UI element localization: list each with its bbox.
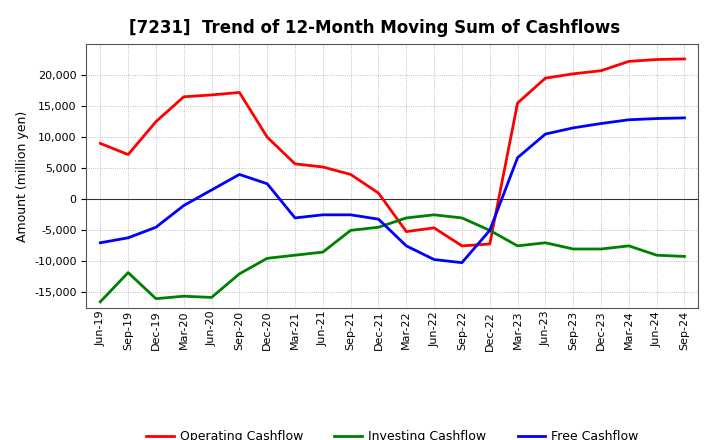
Free Cashflow — [597, 121, 606, 126]
Free Cashflow — [124, 235, 132, 240]
Investing Cashflow — [96, 299, 104, 304]
Operating Cashflow — [597, 68, 606, 73]
Operating Cashflow — [569, 71, 577, 77]
Free Cashflow — [374, 216, 383, 222]
Operating Cashflow — [96, 141, 104, 146]
Free Cashflow — [318, 212, 327, 217]
Free Cashflow — [458, 260, 467, 265]
Free Cashflow — [513, 155, 522, 160]
Operating Cashflow — [485, 242, 494, 247]
Operating Cashflow — [179, 94, 188, 99]
Investing Cashflow — [541, 240, 550, 246]
Investing Cashflow — [513, 243, 522, 249]
Line: Investing Cashflow: Investing Cashflow — [100, 215, 685, 302]
Y-axis label: Amount (million yen): Amount (million yen) — [16, 110, 29, 242]
Operating Cashflow — [235, 90, 243, 95]
Free Cashflow — [96, 240, 104, 246]
Operating Cashflow — [680, 56, 689, 62]
Investing Cashflow — [402, 215, 410, 220]
Free Cashflow — [569, 125, 577, 131]
Investing Cashflow — [263, 256, 271, 261]
Operating Cashflow — [152, 119, 161, 124]
Free Cashflow — [541, 132, 550, 137]
Operating Cashflow — [652, 57, 661, 62]
Free Cashflow — [235, 172, 243, 177]
Free Cashflow — [346, 212, 355, 217]
Operating Cashflow — [318, 165, 327, 170]
Operating Cashflow — [346, 172, 355, 177]
Investing Cashflow — [207, 295, 216, 300]
Operating Cashflow — [513, 100, 522, 106]
Investing Cashflow — [346, 228, 355, 233]
Legend: Operating Cashflow, Investing Cashflow, Free Cashflow: Operating Cashflow, Investing Cashflow, … — [141, 425, 644, 440]
Free Cashflow — [402, 243, 410, 249]
Free Cashflow — [430, 257, 438, 262]
Investing Cashflow — [235, 271, 243, 276]
Investing Cashflow — [179, 293, 188, 299]
Investing Cashflow — [152, 296, 161, 301]
Operating Cashflow — [624, 59, 633, 64]
Operating Cashflow — [263, 135, 271, 140]
Free Cashflow — [624, 117, 633, 122]
Investing Cashflow — [458, 215, 467, 220]
Investing Cashflow — [485, 228, 494, 233]
Free Cashflow — [179, 203, 188, 208]
Operating Cashflow — [402, 229, 410, 234]
Free Cashflow — [152, 224, 161, 230]
Operating Cashflow — [207, 92, 216, 98]
Free Cashflow — [652, 116, 661, 121]
Investing Cashflow — [124, 270, 132, 275]
Investing Cashflow — [374, 224, 383, 230]
Free Cashflow — [680, 115, 689, 121]
Free Cashflow — [485, 228, 494, 233]
Operating Cashflow — [374, 191, 383, 196]
Line: Operating Cashflow: Operating Cashflow — [100, 59, 685, 246]
Operating Cashflow — [430, 225, 438, 231]
Investing Cashflow — [680, 254, 689, 259]
Free Cashflow — [207, 187, 216, 193]
Operating Cashflow — [541, 76, 550, 81]
Investing Cashflow — [624, 243, 633, 249]
Investing Cashflow — [430, 212, 438, 217]
Operating Cashflow — [124, 152, 132, 157]
Investing Cashflow — [652, 253, 661, 258]
Free Cashflow — [263, 181, 271, 187]
Investing Cashflow — [291, 253, 300, 258]
Investing Cashflow — [597, 246, 606, 252]
Investing Cashflow — [318, 249, 327, 255]
Operating Cashflow — [291, 161, 300, 166]
Investing Cashflow — [569, 246, 577, 252]
Text: [7231]  Trend of 12-Month Moving Sum of Cashflows: [7231] Trend of 12-Month Moving Sum of C… — [130, 19, 621, 37]
Operating Cashflow — [458, 243, 467, 249]
Free Cashflow — [291, 215, 300, 220]
Line: Free Cashflow: Free Cashflow — [100, 118, 685, 263]
